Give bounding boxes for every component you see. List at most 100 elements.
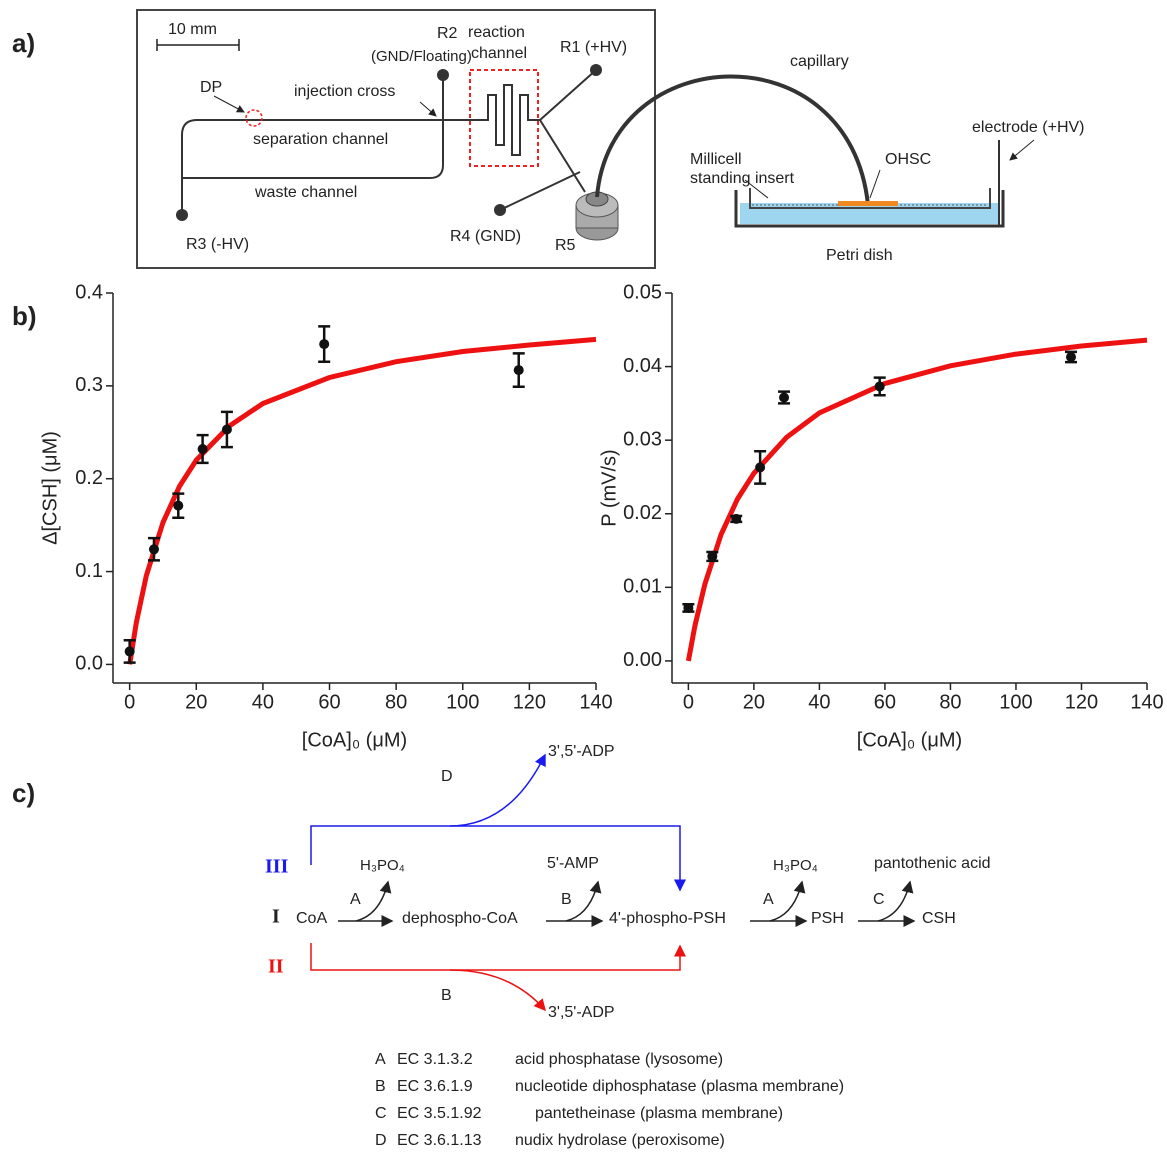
point xyxy=(124,646,135,657)
point xyxy=(874,381,885,392)
enzyme-letter: D xyxy=(375,1132,387,1149)
enzyme-letter: B xyxy=(375,1078,386,1095)
enzyme: B xyxy=(561,891,572,908)
label: injection cross xyxy=(294,83,395,100)
enzyme-info: EC 3.6.1.9 xyxy=(397,1078,473,1095)
y-tick-label: 0.00 xyxy=(623,649,662,671)
node: 4'-phospho-PSH xyxy=(609,910,726,927)
x-tick-label: 20 xyxy=(185,691,207,713)
y-tick-label: 0.0 xyxy=(75,653,103,675)
enzyme: C xyxy=(873,891,885,908)
label: OHSC xyxy=(885,151,931,168)
arrow xyxy=(419,101,437,117)
byproduct: 5'-AMP xyxy=(547,855,599,872)
enzyme: A xyxy=(763,891,774,908)
scale-label: 10 mm xyxy=(168,21,217,38)
x-tick-label: 100 xyxy=(446,691,479,713)
point xyxy=(148,544,159,555)
enzyme-info: pantetheinase (plasma membrane) xyxy=(535,1105,783,1122)
label: Petri dish xyxy=(826,247,893,264)
label: R2 xyxy=(437,25,458,42)
pathway-iii xyxy=(310,825,686,892)
x-tick-label: 0 xyxy=(683,691,694,713)
node: PSH xyxy=(811,910,844,927)
chip-frame xyxy=(136,9,656,269)
enzyme-info: EC 3.1.3.2 xyxy=(397,1051,473,1068)
x-axis-label: [CoA]₀ (μM) xyxy=(302,729,407,751)
x-tick-label: 60 xyxy=(318,691,340,713)
x-tick-label: 40 xyxy=(808,691,830,713)
x-tick-label: 120 xyxy=(1065,691,1098,713)
arrow xyxy=(744,139,1035,199)
pathway-label: II xyxy=(268,956,284,978)
node: CSH xyxy=(922,910,956,927)
insert xyxy=(749,188,991,209)
enzyme-info: EC 3.6.1.13 xyxy=(397,1132,482,1149)
separation-channel xyxy=(181,84,540,215)
label: Millicell xyxy=(690,151,742,168)
pathway-label: I xyxy=(272,906,280,928)
reservoirs xyxy=(176,64,602,221)
x-tick-label: 60 xyxy=(874,691,896,713)
enzyme-info: nucleotide diphosphatase (plasma membran… xyxy=(515,1078,844,1095)
arrow xyxy=(449,969,546,1012)
label: R4 (GND) xyxy=(450,228,521,245)
point xyxy=(707,551,718,562)
fit-curve xyxy=(127,336,597,665)
point xyxy=(683,602,694,613)
side-channels xyxy=(499,69,597,211)
dp-circle xyxy=(245,109,263,127)
panel-label: a) xyxy=(12,28,35,58)
byproduct: H₃PO₄ xyxy=(773,857,818,874)
point xyxy=(755,462,766,473)
y-tick-label: 0.05 xyxy=(623,281,662,303)
label: R1 (+HV) xyxy=(560,39,627,56)
label: (GND/Floating) xyxy=(371,48,472,65)
y-tick-label: 0.03 xyxy=(623,428,662,450)
medium xyxy=(740,203,999,224)
x-tick-label: 80 xyxy=(385,691,407,713)
label: waste channel xyxy=(254,184,357,201)
pathway-label: III xyxy=(265,856,289,878)
label: R3 (-HV) xyxy=(186,236,249,253)
label: capillary xyxy=(790,53,849,70)
enzyme: A xyxy=(350,891,361,908)
arrow xyxy=(449,753,546,827)
point xyxy=(779,392,790,403)
byproduct: H₃PO₄ xyxy=(360,857,405,874)
y-axis-label: Δ[CSH] (μM) xyxy=(39,431,61,545)
x-tick-label: 140 xyxy=(1130,691,1163,713)
point xyxy=(319,339,330,350)
pathway-i-arrows xyxy=(338,880,916,927)
enzyme-list: A EC 3.1.3.2 acid phosphatase (lysosome)B E… xyxy=(375,1051,844,1149)
point xyxy=(513,365,524,376)
x-tick-label: 120 xyxy=(513,691,546,713)
x-tick-label: 100 xyxy=(999,691,1032,713)
enzyme-info: acid phosphatase (lysosome) xyxy=(515,1051,723,1068)
ohsc-slice xyxy=(838,201,898,206)
product: 3',5'-ADP xyxy=(548,1004,615,1021)
node: CoA xyxy=(296,910,327,927)
y-tick-label: 0.1 xyxy=(75,560,103,582)
waste-channel xyxy=(182,72,444,179)
enzyme-info: nudix hydrolase (peroxisome) xyxy=(515,1132,725,1149)
panel-label: c) xyxy=(12,778,35,808)
panel-c: c) III D 3',5'-ADP I CoA dephospho-CoA 4… xyxy=(12,743,991,1149)
y-tick-label: 0.4 xyxy=(75,281,103,303)
x-tick-label: 0 xyxy=(124,691,135,713)
label: electrode (+HV) xyxy=(972,119,1085,136)
point xyxy=(1066,352,1076,363)
enzyme-letter: C xyxy=(375,1105,387,1122)
panel-a: a) 10 mm R2 (GND/Floating) reaction chan… xyxy=(12,9,1085,269)
pathway-ii xyxy=(310,943,686,971)
x-tick-label: 40 xyxy=(252,691,274,713)
capillary xyxy=(595,74,870,206)
enzyme: D xyxy=(441,768,453,785)
x-tick-label: 20 xyxy=(743,691,765,713)
panel-label: b) xyxy=(12,301,37,331)
y-axis-label: P (mV/s) xyxy=(598,449,620,526)
x-tick-label: 140 xyxy=(579,691,612,713)
y-tick-label: 0.02 xyxy=(623,502,662,524)
label: R5 xyxy=(555,237,576,254)
